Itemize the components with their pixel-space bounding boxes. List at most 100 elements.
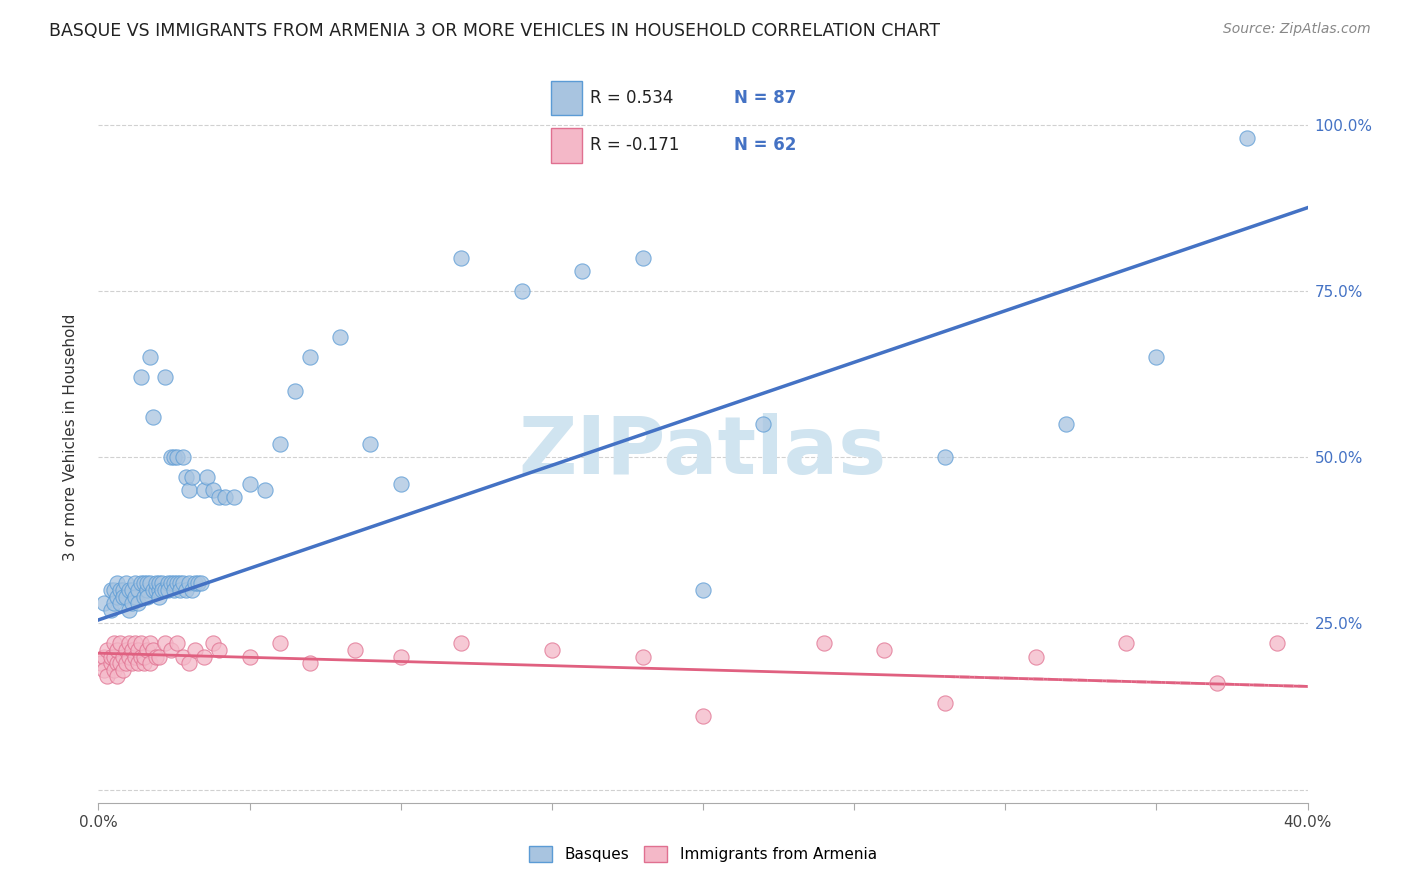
Point bbox=[135, 582, 157, 597]
Point bbox=[150, 582, 173, 597]
Point bbox=[269, 636, 291, 650]
Point bbox=[160, 643, 183, 657]
Point bbox=[111, 663, 134, 677]
Point bbox=[214, 490, 236, 504]
Point bbox=[148, 582, 170, 597]
Point bbox=[129, 370, 152, 384]
Point bbox=[124, 649, 146, 664]
Point bbox=[299, 351, 322, 365]
Point bbox=[179, 656, 201, 670]
Point bbox=[132, 656, 155, 670]
Point bbox=[114, 576, 136, 591]
Text: N = 62: N = 62 bbox=[734, 136, 797, 153]
Point bbox=[145, 649, 167, 664]
Point bbox=[111, 582, 134, 597]
Point bbox=[100, 582, 122, 597]
Point bbox=[1144, 351, 1167, 365]
Point bbox=[156, 582, 179, 597]
Point bbox=[450, 636, 472, 650]
Point bbox=[139, 351, 162, 365]
Point bbox=[135, 576, 157, 591]
Text: R = 0.534: R = 0.534 bbox=[591, 88, 673, 106]
Point bbox=[208, 490, 231, 504]
Point bbox=[1054, 417, 1077, 431]
Point bbox=[190, 576, 212, 591]
Point bbox=[692, 582, 714, 597]
Point bbox=[153, 582, 176, 597]
Point bbox=[105, 643, 128, 657]
Point bbox=[181, 582, 204, 597]
Point bbox=[1236, 131, 1258, 145]
Point bbox=[202, 483, 225, 498]
Point bbox=[1115, 636, 1137, 650]
Point bbox=[181, 470, 204, 484]
Point bbox=[150, 576, 173, 591]
Point bbox=[118, 649, 141, 664]
Point bbox=[156, 576, 179, 591]
Point bbox=[105, 669, 128, 683]
Point bbox=[163, 450, 186, 464]
Point bbox=[124, 636, 146, 650]
Point bbox=[118, 636, 141, 650]
Point bbox=[813, 636, 835, 650]
Point bbox=[105, 590, 128, 604]
Point bbox=[93, 663, 115, 677]
Point bbox=[163, 582, 186, 597]
Point bbox=[93, 596, 115, 610]
Point bbox=[100, 656, 122, 670]
Point bbox=[129, 649, 152, 664]
Point bbox=[96, 669, 118, 683]
Point bbox=[142, 643, 165, 657]
Point bbox=[118, 603, 141, 617]
Point bbox=[121, 656, 143, 670]
Text: N = 87: N = 87 bbox=[734, 88, 797, 106]
Point bbox=[172, 576, 194, 591]
Point bbox=[129, 576, 152, 591]
Point bbox=[510, 284, 533, 298]
Point bbox=[202, 636, 225, 650]
Point bbox=[166, 576, 188, 591]
Point bbox=[145, 576, 167, 591]
Point bbox=[389, 649, 412, 664]
Point bbox=[132, 590, 155, 604]
Point bbox=[148, 576, 170, 591]
Point bbox=[360, 436, 382, 450]
Point bbox=[114, 590, 136, 604]
Point bbox=[163, 576, 186, 591]
Point bbox=[344, 643, 367, 657]
Point bbox=[108, 656, 131, 670]
Point bbox=[135, 643, 157, 657]
Point bbox=[103, 582, 125, 597]
Point bbox=[103, 636, 125, 650]
Point bbox=[195, 470, 218, 484]
Point bbox=[100, 649, 122, 664]
Point bbox=[103, 663, 125, 677]
Point bbox=[148, 590, 170, 604]
Point bbox=[132, 576, 155, 591]
Point bbox=[934, 696, 956, 710]
Text: ZIPatlas: ZIPatlas bbox=[519, 413, 887, 491]
Point bbox=[239, 476, 262, 491]
Point bbox=[124, 590, 146, 604]
Point bbox=[752, 417, 775, 431]
Point bbox=[160, 450, 183, 464]
Point bbox=[103, 596, 125, 610]
Point bbox=[187, 576, 209, 591]
Point bbox=[179, 483, 201, 498]
Point bbox=[139, 636, 162, 650]
Text: R = -0.171: R = -0.171 bbox=[591, 136, 679, 153]
Point bbox=[540, 643, 562, 657]
Point bbox=[121, 596, 143, 610]
Point bbox=[169, 576, 191, 591]
Point bbox=[172, 649, 194, 664]
Point bbox=[166, 636, 188, 650]
Text: BASQUE VS IMMIGRANTS FROM ARMENIA 3 OR MORE VEHICLES IN HOUSEHOLD CORRELATION CH: BASQUE VS IMMIGRANTS FROM ARMENIA 3 OR M… bbox=[49, 22, 941, 40]
Point bbox=[100, 603, 122, 617]
Point bbox=[571, 264, 593, 278]
Point bbox=[145, 582, 167, 597]
Point bbox=[114, 656, 136, 670]
Point bbox=[208, 643, 231, 657]
Point bbox=[129, 636, 152, 650]
Point bbox=[108, 596, 131, 610]
Point bbox=[269, 436, 291, 450]
